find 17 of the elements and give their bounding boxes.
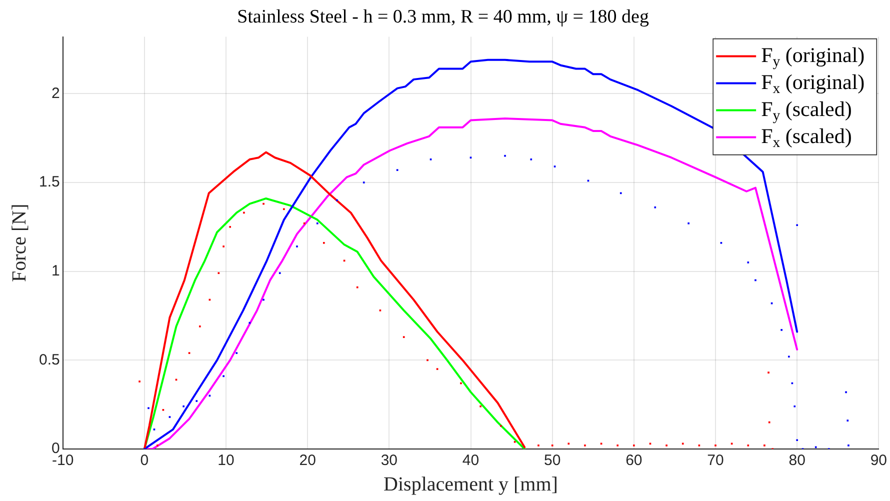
x-tick-label: 60: [626, 452, 642, 470]
x-tick-label: 0: [140, 452, 149, 470]
x-tick-label: 70: [707, 452, 724, 470]
x-tick-label: 80: [788, 452, 806, 470]
y-axis-title: Force [N]: [8, 204, 30, 282]
chart-title: Stainless Steel - h = 0.3 mm, R = 40 mm, ψ = 180 deg: [237, 6, 650, 28]
y-tick-label: 1.5: [38, 174, 60, 191]
x-tick-label: 40: [462, 452, 480, 470]
y-tick-label: 0.5: [38, 351, 60, 368]
x-tick-label: 90: [870, 452, 887, 470]
y-tick-label: 2: [52, 84, 60, 102]
x-tick-label: 10: [218, 452, 234, 470]
y-tick-label: 1: [52, 262, 60, 280]
x-tick-label: 30: [380, 452, 398, 470]
x-tick-label: 50: [544, 452, 561, 470]
x-axis-title: Displacement y [mm]: [384, 473, 558, 496]
x-tick-label: 20: [299, 452, 316, 470]
